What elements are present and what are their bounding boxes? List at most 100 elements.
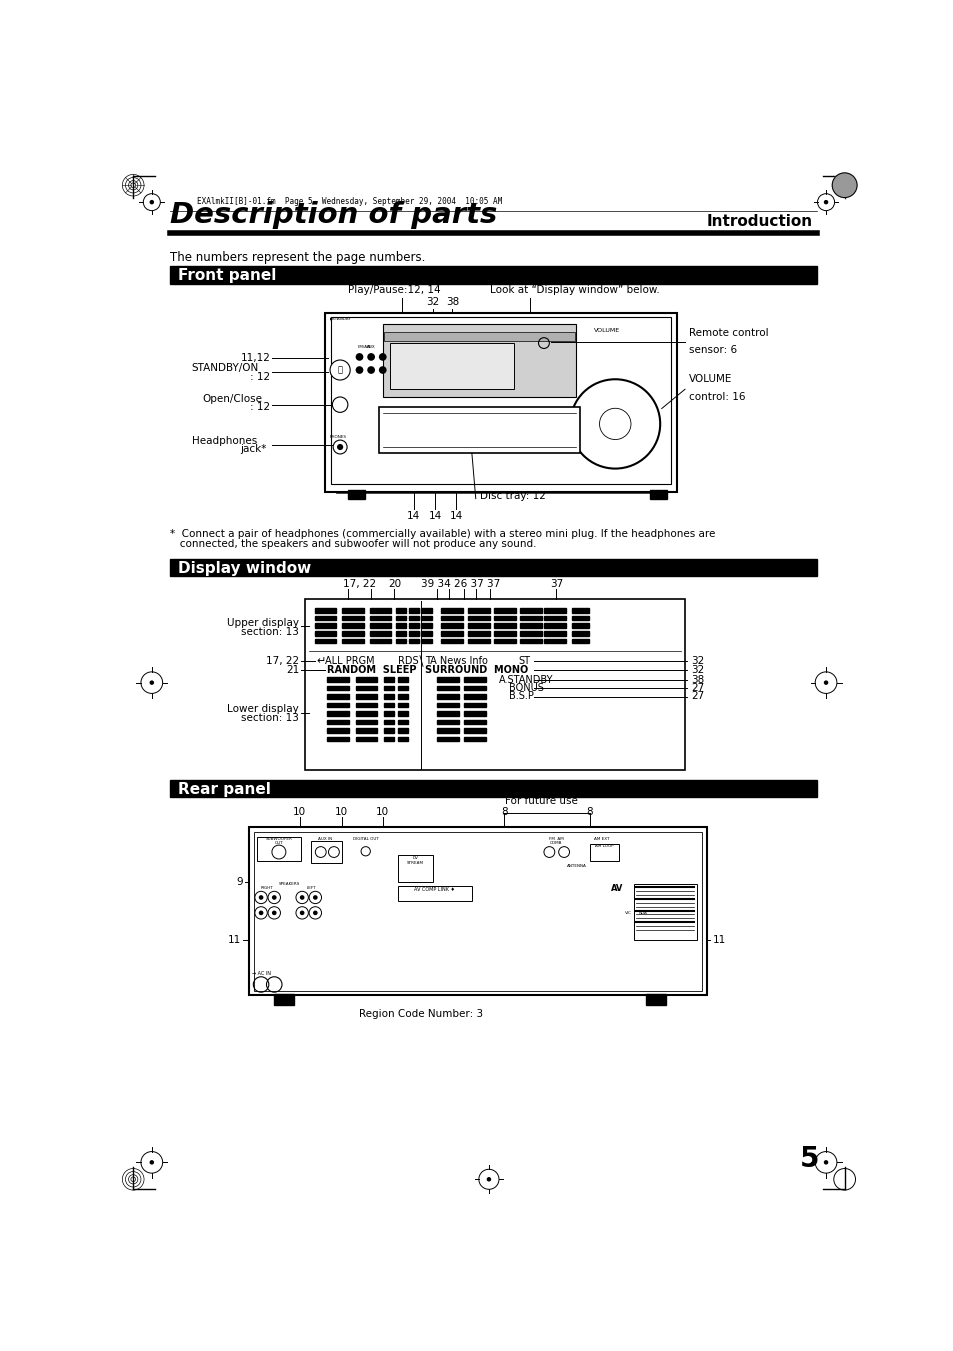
Bar — [519, 631, 541, 636]
Text: AUX IN: AUX IN — [317, 838, 332, 842]
Text: Open/Close: Open/Close — [202, 394, 262, 404]
Bar — [384, 694, 394, 698]
Circle shape — [254, 907, 267, 919]
Text: 21: 21 — [286, 665, 298, 676]
Bar — [305, 600, 684, 770]
Bar — [327, 694, 348, 698]
Text: For future use: For future use — [505, 796, 578, 805]
Text: AM EXT: AM EXT — [593, 838, 608, 842]
Bar — [436, 703, 458, 708]
Text: 8: 8 — [500, 808, 507, 817]
Text: 11: 11 — [712, 935, 725, 944]
Text: VOLUME: VOLUME — [688, 374, 732, 384]
Text: 38: 38 — [691, 674, 703, 685]
Bar — [397, 886, 472, 901]
Bar — [519, 608, 541, 612]
Text: 10: 10 — [375, 808, 389, 817]
Circle shape — [355, 353, 363, 361]
Circle shape — [295, 907, 308, 919]
Bar — [464, 711, 485, 716]
Text: DV: DV — [412, 857, 417, 859]
Text: ⏻: ⏻ — [337, 366, 342, 374]
Bar — [253, 832, 701, 990]
Text: sensor: 6: sensor: 6 — [688, 346, 737, 355]
Bar — [409, 608, 418, 612]
Circle shape — [254, 892, 267, 904]
Text: 39 34 26 37 37: 39 34 26 37 37 — [420, 578, 499, 589]
Circle shape — [150, 681, 153, 684]
Bar — [409, 623, 418, 628]
Text: STREAM: STREAM — [406, 861, 423, 865]
Bar — [342, 623, 364, 628]
Bar — [543, 639, 565, 643]
Circle shape — [570, 380, 659, 469]
Text: Play/Pause:12, 14: Play/Pause:12, 14 — [348, 285, 440, 296]
Bar — [384, 736, 394, 742]
Text: 27: 27 — [691, 692, 703, 701]
Circle shape — [330, 359, 350, 380]
Bar — [397, 703, 408, 708]
Bar — [543, 616, 565, 620]
Text: AV COMP LINK ♦: AV COMP LINK ♦ — [414, 886, 455, 892]
Circle shape — [823, 200, 827, 204]
Bar — [384, 331, 575, 340]
Bar — [436, 720, 458, 724]
Bar — [440, 623, 462, 628]
Text: 38: 38 — [445, 297, 458, 307]
Text: |: | — [633, 911, 635, 915]
Bar — [468, 608, 489, 612]
Text: 20: 20 — [388, 578, 400, 589]
Text: Look at “Display window” below.: Look at “Display window” below. — [489, 285, 659, 296]
Bar — [327, 711, 348, 716]
Text: Headphones: Headphones — [192, 436, 257, 446]
Text: : 12: : 12 — [250, 403, 270, 412]
Bar — [355, 703, 377, 708]
Circle shape — [367, 353, 375, 361]
Bar — [409, 639, 418, 643]
Bar — [421, 608, 431, 612]
Bar — [327, 703, 348, 708]
Text: SURROUND  MONO: SURROUND MONO — [425, 665, 528, 676]
Bar — [464, 703, 485, 708]
Bar — [440, 608, 462, 612]
Text: ALL PRGM: ALL PRGM — [324, 657, 374, 666]
Bar — [274, 994, 294, 1005]
Bar — [464, 720, 485, 724]
Text: ▶STANDBY: ▶STANDBY — [330, 316, 352, 320]
Bar — [384, 711, 394, 716]
Bar — [395, 623, 406, 628]
Bar — [464, 736, 485, 742]
Text: VIC: VIC — [624, 911, 631, 915]
Text: PHONES: PHONES — [330, 435, 347, 439]
Bar — [257, 836, 301, 862]
Text: 10: 10 — [293, 808, 306, 817]
Bar — [314, 623, 335, 628]
Bar — [397, 720, 408, 724]
Text: NDA: NDA — [638, 911, 647, 915]
Bar — [314, 608, 335, 612]
Text: section: 13: section: 13 — [241, 627, 298, 636]
Text: Remote control: Remote control — [688, 328, 768, 338]
Bar — [464, 728, 485, 732]
Circle shape — [823, 1161, 827, 1165]
Bar — [468, 623, 489, 628]
Bar — [384, 686, 394, 690]
Bar — [543, 631, 565, 636]
Bar — [397, 736, 408, 742]
Text: 11: 11 — [228, 935, 241, 944]
Bar — [440, 631, 462, 636]
Circle shape — [378, 366, 386, 374]
Text: ↵: ↵ — [316, 657, 326, 666]
Text: 32: 32 — [691, 657, 703, 666]
Bar — [369, 631, 391, 636]
Text: connected, the speakers and subwoofer will not produce any sound.: connected, the speakers and subwoofer wi… — [170, 539, 536, 549]
Text: : 12: : 12 — [250, 372, 270, 382]
Bar — [494, 616, 516, 620]
Text: STANDBY/ON: STANDBY/ON — [192, 363, 258, 373]
Bar — [409, 616, 418, 620]
Bar — [369, 616, 391, 620]
Bar — [494, 631, 516, 636]
Text: Front panel: Front panel — [178, 269, 276, 284]
Bar — [397, 728, 408, 732]
Circle shape — [268, 907, 280, 919]
